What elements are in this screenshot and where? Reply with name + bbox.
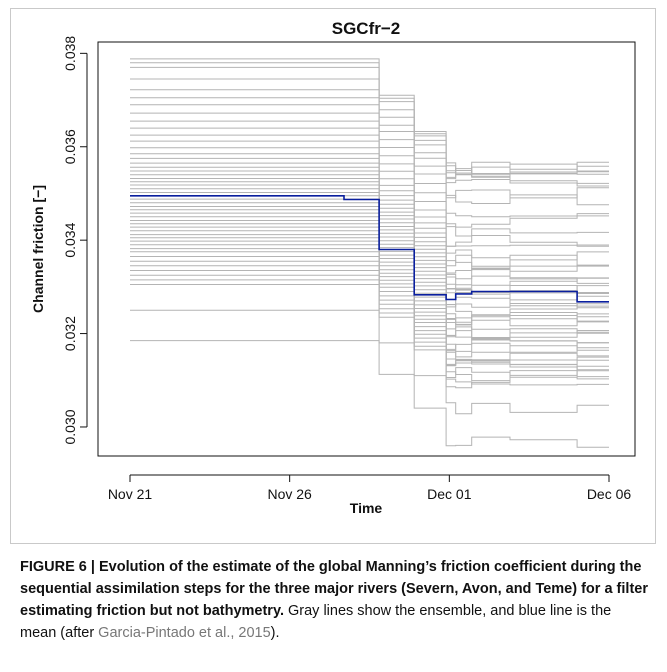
caption-body: Gray lines show the ensemble, and blue l… (20, 603, 612, 641)
chart-title: SGCfr−2 (332, 19, 401, 38)
ensemble-line (130, 234, 609, 344)
figure-caption: FIGURE 6 | Evolution of the estimate of … (20, 556, 650, 644)
x-axis: Nov 21 Nov 26 Dec 01 Dec 06 (108, 474, 632, 502)
ensemble-line (130, 270, 609, 378)
ensemble-line (130, 198, 609, 307)
mean-line (130, 195, 609, 303)
chart: Nov 21 Nov 26 Dec 01 Dec 06 0.030 0.032 0.034… (30, 19, 636, 516)
y-axis: 0.030 0.032 0.034 0.036 0.038 (62, 36, 88, 445)
y-tick-label: 0.032 (62, 316, 78, 351)
ensemble-line (130, 97, 609, 187)
ensemble-line (130, 340, 609, 448)
ensemble-line (130, 206, 609, 316)
plot-box (97, 41, 636, 457)
figure-frame: Nov 21 Nov 26 Dec 01 Dec 06 0.030 0.032 0.034… (10, 8, 656, 544)
ensemble-line (130, 256, 609, 366)
ensemble-line (130, 240, 609, 353)
y-tick-label: 0.034 (62, 222, 78, 257)
ensemble-line (130, 184, 609, 293)
ensemble-line (130, 209, 609, 319)
x-axis-title: Time (350, 500, 383, 516)
caption-tail: ). (270, 625, 280, 641)
ensemble-line (130, 226, 609, 338)
mean-series (130, 195, 609, 303)
caption-lead: FIGURE 6 | Evolution of the estimate of … (20, 559, 648, 619)
ensemble-line (130, 309, 609, 415)
y-tick-label: 0.038 (62, 36, 78, 71)
ensemble-line (130, 147, 609, 247)
x-tick-label: Dec 06 (587, 486, 632, 502)
y-axis-title: Channel friction [−] (30, 185, 46, 313)
x-tick-label: Dec 01 (427, 486, 472, 502)
ensemble-lines (130, 58, 609, 448)
ensemble-line (130, 170, 609, 274)
ensemble-line (130, 192, 609, 301)
y-tick-label: 0.030 (62, 409, 78, 444)
caption-citation-link[interactable]: Garcia-Pintado et al., 2015 (98, 625, 271, 641)
x-tick-label: Nov 26 (267, 486, 312, 502)
ensemble-line (130, 58, 609, 174)
y-tick-label: 0.036 (62, 129, 78, 164)
x-tick-label: Nov 21 (108, 486, 153, 502)
